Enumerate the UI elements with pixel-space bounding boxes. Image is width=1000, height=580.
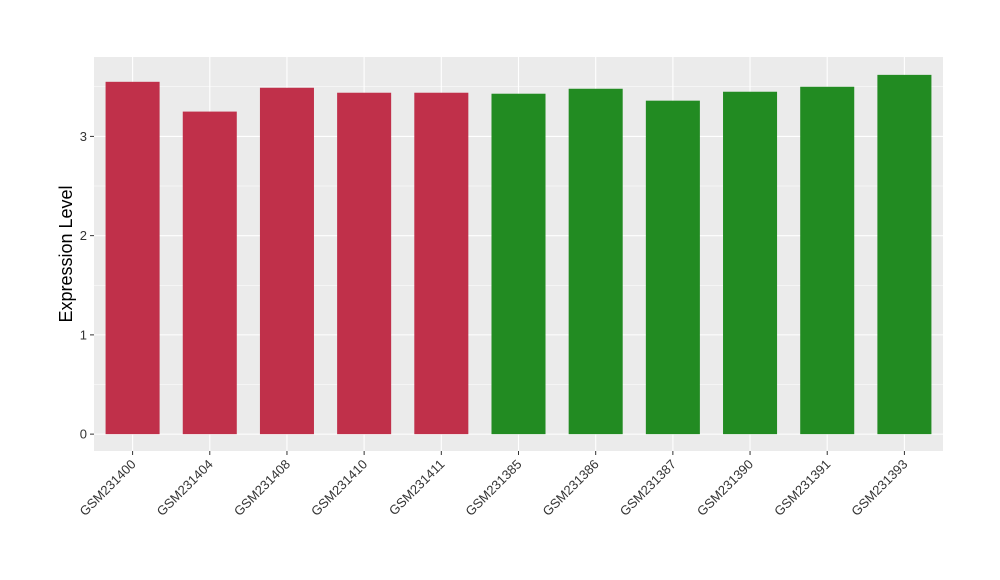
x-axis: GSM231400 GSM231404 GSM231408 GSM231410 GSM2… (76, 451, 911, 519)
x-tick-label: GSM231387 (617, 457, 679, 519)
bar-GSM231410 (337, 92, 392, 435)
x-tick-label: GSM231393 (848, 457, 910, 519)
bar-GSM231387 (645, 100, 700, 435)
y-tick-label: 2 (80, 228, 87, 243)
bar-GSM231391 (800, 86, 855, 435)
x-tick-label: GSM231404 (154, 457, 216, 519)
x-tick-label: GSM231410 (308, 457, 370, 519)
x-tick-label: GSM231400 (76, 457, 138, 519)
bars (105, 74, 932, 435)
bar-GSM231386 (568, 88, 623, 435)
bar-GSM231408 (259, 87, 314, 435)
x-tick-label: GSM231390 (694, 457, 756, 519)
y-tick-label: 3 (80, 129, 87, 144)
bar-GSM231390 (723, 91, 778, 435)
y-axis: 0 1 2 3 (80, 129, 94, 442)
x-tick-label: GSM231386 (540, 457, 602, 519)
bar-GSM231411 (414, 92, 469, 435)
x-tick-label: GSM231385 (462, 457, 524, 519)
bar-GSM231400 (105, 81, 160, 435)
y-axis-title: Expression Level (56, 185, 76, 322)
y-tick-label: 1 (80, 327, 87, 342)
bar-GSM231393 (877, 74, 932, 435)
x-tick-label: GSM231391 (771, 457, 833, 519)
x-tick-label: GSM231408 (231, 457, 293, 519)
y-tick-label: 0 (80, 427, 87, 442)
bar-GSM231404 (182, 111, 237, 435)
bar-GSM231385 (491, 93, 546, 435)
x-tick-label: GSM231411 (386, 457, 448, 519)
